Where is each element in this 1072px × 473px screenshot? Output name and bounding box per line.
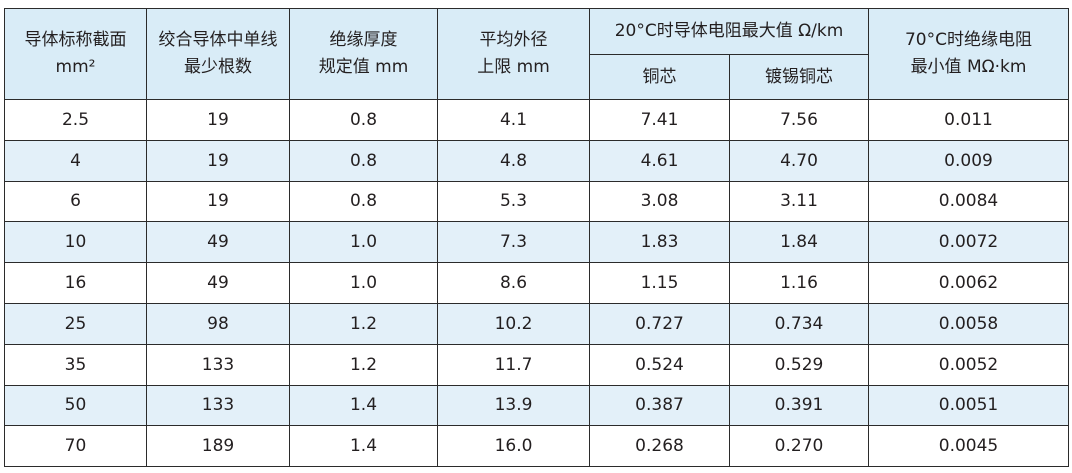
cell-tinned-copper-resistance: 0.734	[729, 302, 869, 345]
cell-insulation-resistance: 0.0051	[868, 384, 1069, 427]
cell-strands: 19	[146, 180, 290, 223]
header-insulation-resistance-line-1: 70°C时绝缘电阻	[904, 30, 1032, 50]
cell-copper-resistance: 0.727	[589, 302, 730, 345]
cell-cross-section: 70	[4, 425, 147, 468]
cell-strands: 19	[146, 99, 290, 141]
cell-insulation-thickness: 1.2	[289, 302, 438, 345]
cell-outer-diameter: 10.2	[437, 302, 590, 345]
cell-strands: 133	[146, 343, 290, 386]
table-row: 70 189 1.4 16.0 0.268 0.270 0.0045	[4, 425, 1069, 468]
cell-outer-diameter: 16.0	[437, 425, 590, 468]
cell-copper-resistance: 4.61	[589, 139, 730, 182]
cell-outer-diameter: 4.1	[437, 99, 590, 141]
cell-insulation-thickness: 0.8	[289, 139, 438, 182]
table-row: 2.5 19 0.8 4.1 7.41 7.56 0.011	[4, 99, 1069, 141]
cell-cross-section: 4	[4, 139, 147, 182]
cell-cross-section: 50	[4, 384, 147, 427]
cell-insulation-thickness: 1.4	[289, 384, 438, 427]
cell-cross-section: 10	[4, 221, 147, 264]
header-strands: 绞合导体中单线 最少根数	[146, 8, 290, 100]
cell-strands: 49	[146, 262, 290, 304]
cell-insulation-resistance: 0.0052	[868, 343, 1069, 386]
cell-outer-diameter: 5.3	[437, 180, 590, 223]
cell-strands: 49	[146, 221, 290, 264]
cell-outer-diameter: 13.9	[437, 384, 590, 427]
cell-tinned-copper-resistance: 4.70	[729, 139, 869, 182]
cell-insulation-resistance: 0.0045	[868, 425, 1069, 468]
cell-cross-section: 2.5	[4, 99, 147, 141]
cell-copper-resistance: 0.268	[589, 425, 730, 468]
cell-copper-resistance: 0.524	[589, 343, 730, 386]
cell-insulation-resistance: 0.0072	[868, 221, 1069, 264]
cell-insulation-thickness: 1.2	[289, 343, 438, 386]
cell-insulation-resistance: 0.0084	[868, 180, 1069, 223]
table-row: 50 133 1.4 13.9 0.387 0.391 0.0051	[4, 384, 1069, 427]
header-copper: 铜芯	[589, 54, 730, 100]
header-cross-section-line-1: 导体标称截面	[24, 30, 127, 50]
cell-tinned-copper-resistance: 1.84	[729, 221, 869, 264]
cell-insulation-thickness: 0.8	[289, 180, 438, 223]
cell-cross-section: 6	[4, 180, 147, 223]
cell-insulation-resistance: 0.0058	[868, 302, 1069, 345]
header-insulation-line-2: 规定值 mm	[318, 57, 409, 77]
header-strands-line-1: 绞合导体中单线	[158, 30, 278, 50]
cell-insulation-thickness: 1.0	[289, 262, 438, 304]
header-insulation-resistance-line-2: 最小值 MΩ·km	[910, 57, 1027, 77]
cell-tinned-copper-resistance: 0.391	[729, 384, 869, 427]
cell-tinned-copper-resistance: 0.270	[729, 425, 869, 468]
cell-copper-resistance: 1.83	[589, 221, 730, 264]
cell-strands: 189	[146, 425, 290, 468]
cell-outer-diameter: 8.6	[437, 262, 590, 304]
cell-copper-resistance: 0.387	[589, 384, 730, 427]
cell-outer-diameter: 4.8	[437, 139, 590, 182]
cell-strands: 19	[146, 139, 290, 182]
table-row: 25 98 1.2 10.2 0.727 0.734 0.0058	[4, 302, 1069, 345]
cell-tinned-copper-resistance: 1.16	[729, 262, 869, 304]
cell-tinned-copper-resistance: 7.56	[729, 99, 869, 141]
header-insulation-resistance: 70°C时绝缘电阻 最小值 MΩ·km	[868, 8, 1069, 100]
header-outer-diameter-line-1: 平均外径	[479, 30, 548, 50]
header-insulation-line-1: 绝缘厚度	[329, 30, 398, 50]
cell-outer-diameter: 7.3	[437, 221, 590, 264]
cell-cross-section: 16	[4, 262, 147, 304]
cell-insulation-resistance: 0.0062	[868, 262, 1069, 304]
cell-copper-resistance: 3.08	[589, 180, 730, 223]
cell-insulation-thickness: 0.8	[289, 99, 438, 141]
cell-insulation-thickness: 1.0	[289, 221, 438, 264]
cell-tinned-copper-resistance: 3.11	[729, 180, 869, 223]
cell-strands: 98	[146, 302, 290, 345]
cell-outer-diameter: 11.7	[437, 343, 590, 386]
cell-cross-section: 25	[4, 302, 147, 345]
header-tinned-copper: 镀锡铜芯	[729, 54, 869, 100]
cell-copper-resistance: 7.41	[589, 99, 730, 141]
header-outer-diameter: 平均外径 上限 mm	[437, 8, 590, 100]
cell-insulation-thickness: 1.4	[289, 425, 438, 468]
cell-tinned-copper-resistance: 0.529	[729, 343, 869, 386]
header-strands-line-2: 最少根数	[184, 57, 252, 77]
header-resistance-group: 20°C时导体电阻最大值 Ω/km	[589, 8, 869, 55]
table-row: 10 49 1.0 7.3 1.83 1.84 0.0072	[4, 221, 1069, 264]
header-outer-diameter-line-2: 上限 mm	[477, 57, 550, 77]
table-row: 35 133 1.2 11.7 0.524 0.529 0.0052	[4, 343, 1069, 386]
cell-cross-section: 35	[4, 343, 147, 386]
header-cross-section-line-2: mm²	[55, 57, 96, 77]
table-body: 2.5 19 0.8 4.1 7.41 7.56 0.011 4 19 0.8 4.8 4.61 4.7…	[4, 99, 1069, 468]
cell-copper-resistance: 1.15	[589, 262, 730, 304]
cell-insulation-resistance: 0.011	[868, 99, 1069, 141]
table-header: 导体标称截面 mm² 绞合导体中单线 最少根数 绝缘厚度 规定值 mm 平均外径…	[4, 8, 1069, 100]
cable-spec-table: 导体标称截面 mm² 绞合导体中单线 最少根数 绝缘厚度 规定值 mm 平均外径…	[4, 8, 1069, 468]
table-row: 6 19 0.8 5.3 3.08 3.11 0.0084	[4, 180, 1069, 223]
cell-strands: 133	[146, 384, 290, 427]
table-row: 16 49 1.0 8.6 1.15 1.16 0.0062	[4, 262, 1069, 304]
header-cross-section: 导体标称截面 mm²	[4, 8, 147, 100]
header-insulation-thickness: 绝缘厚度 规定值 mm	[289, 8, 438, 100]
cell-insulation-resistance: 0.009	[868, 139, 1069, 182]
table-row: 4 19 0.8 4.8 4.61 4.70 0.009	[4, 139, 1069, 182]
